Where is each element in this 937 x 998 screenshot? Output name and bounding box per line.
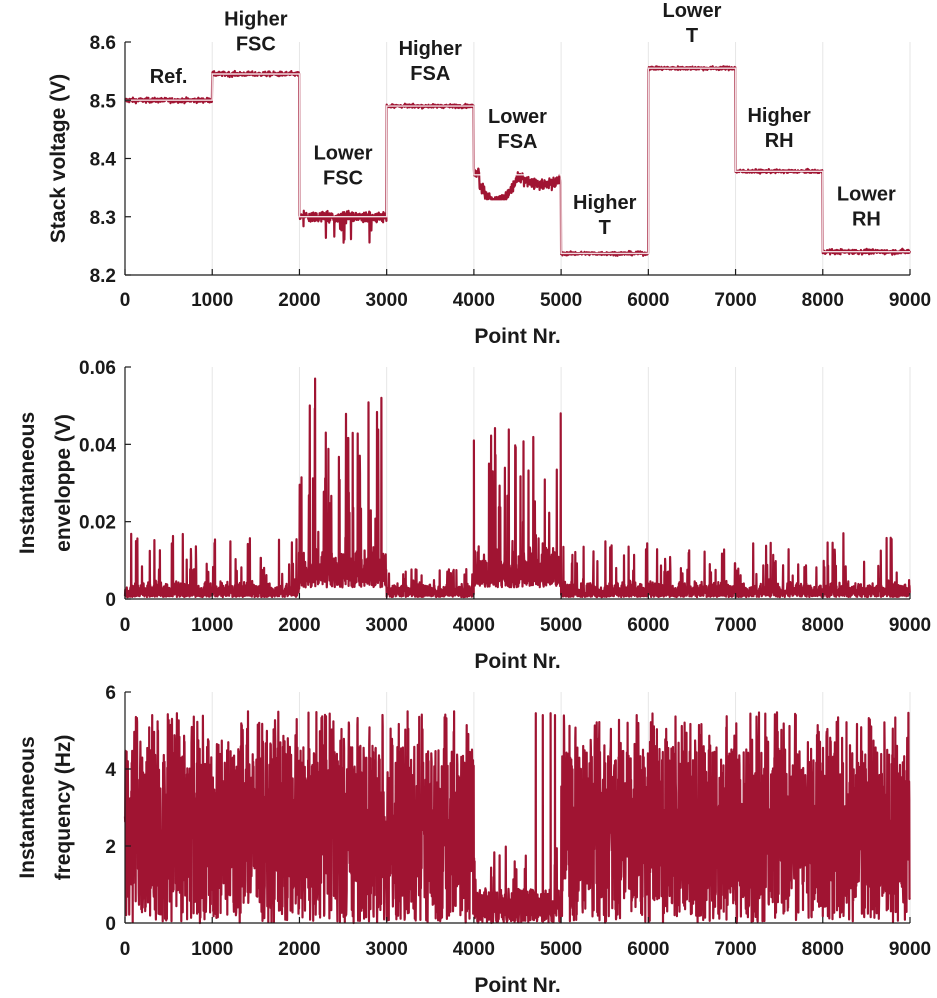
envelope-x-tick-label: 5000 (540, 615, 582, 636)
envelope-x-tick-label: 0 (120, 615, 131, 636)
frequency-y-axis-title-line: frequency (Hz) (52, 735, 75, 881)
frequency-y-tick-label: 6 (105, 683, 116, 704)
voltage-x-tick-label: 2000 (278, 290, 320, 311)
frequency-x-axis-title: Point Nr. (474, 974, 560, 997)
voltage-y-tick-label: 8.2 (90, 266, 116, 287)
condition-annotation-label: Ref. (150, 66, 188, 88)
envelope-x-tick-label: 3000 (366, 615, 408, 636)
voltage-x-tick-label: 7000 (714, 290, 756, 311)
voltage-x-tick-label: 5000 (540, 290, 582, 311)
condition-annotation-label: FSA (410, 63, 450, 85)
envelope-x-tick-label: 8000 (802, 615, 844, 636)
frequency-x-tick-label: 5000 (540, 939, 582, 960)
voltage-x-tick-label: 8000 (802, 290, 844, 311)
voltage-y-tick-label: 8.4 (90, 150, 117, 171)
condition-annotation-label: FSC (323, 168, 363, 190)
envelope-y-axis-title-line: enveloppe (V) (52, 414, 75, 552)
envelope-x-tick-label: 7000 (714, 615, 756, 636)
voltage-series-line (124, 65, 911, 257)
voltage-x-axis-title: Point Nr. (474, 325, 560, 348)
voltage-panel: 0 1000 2000 3000 4000 5000 6000 7000 8000 9000 8.2… (47, 0, 931, 348)
voltage-x-tick-label: 9000 (889, 290, 931, 311)
voltage-reference-step-line (125, 67, 910, 255)
envelope-y-tick-label: 0.06 (79, 358, 116, 379)
frequency-y-tick-label: 2 (105, 837, 116, 858)
condition-annotation-label: RH (765, 130, 794, 152)
envelope-x-tick-label: 6000 (627, 615, 669, 636)
frequency-x-tick-label: 4000 (453, 939, 495, 960)
condition-annotation-label: T (686, 25, 698, 47)
envelope-series-line (123, 377, 911, 599)
condition-annotation-label: RH (852, 208, 881, 230)
frequency-series-line (123, 710, 911, 925)
frequency-y-tick-label: 0 (105, 914, 116, 935)
envelope-x-tick-label: 4000 (453, 615, 495, 636)
condition-annotation-label: FSC (236, 34, 276, 56)
condition-annotation-label: T (599, 217, 611, 239)
frequency-y-axis-title-line: Instantaneous (16, 736, 39, 878)
envelope-y-tick-label: 0.04 (79, 435, 116, 456)
voltage-y-tick-label: 8.3 (90, 208, 116, 229)
frequency-x-tick-label: 9000 (889, 939, 931, 960)
frequency-x-tick-label: 7000 (714, 939, 756, 960)
frequency-x-tick-label: 0 (120, 939, 131, 960)
condition-annotation-label: Lower (314, 143, 373, 165)
condition-annotation-label: Lower (488, 106, 547, 128)
envelope-x-tick-label: 9000 (889, 615, 931, 636)
condition-annotation-label: Higher (747, 105, 811, 127)
frequency-x-tick-label: 8000 (802, 939, 844, 960)
frequency-y-tick-label: 4 (105, 760, 116, 781)
condition-annotation-label: Higher (224, 9, 288, 31)
condition-annotation-label: Higher (573, 192, 637, 214)
voltage-x-tick-label: 6000 (627, 290, 669, 311)
envelope-x-axis-title: Point Nr. (474, 650, 560, 673)
envelope-y-tick-label: 0.02 (79, 513, 116, 534)
frequency-x-tick-label: 6000 (627, 939, 669, 960)
envelope-x-tick-label: 2000 (278, 615, 320, 636)
voltage-y-tick-label: 8.5 (90, 91, 117, 112)
frequency-x-tick-label: 1000 (191, 939, 233, 960)
condition-annotation-label: Lower (662, 0, 721, 22)
voltage-x-tick-label: 3000 (366, 290, 408, 311)
condition-annotation-label: Lower (837, 183, 896, 205)
envelope-x-tick-label: 1000 (191, 615, 233, 636)
voltage-y-axis-title: Stack voltage (V) (47, 74, 70, 243)
condition-annotation-label: Higher (399, 38, 463, 60)
voltage-y-tick-label: 8.6 (90, 33, 116, 54)
condition-annotation-label: FSA (498, 131, 538, 153)
voltage-x-tick-label: 0 (120, 290, 131, 311)
envelope-y-axis-title-line: Instantaneous (16, 412, 39, 554)
frequency-panel: 0 1000 2000 3000 4000 5000 6000 7000 8000 9000 0 2 4… (16, 683, 931, 997)
frequency-x-tick-label: 2000 (278, 939, 320, 960)
envelope-panel: 0 1000 2000 3000 4000 5000 6000 7000 8000 9000 0 0.… (16, 358, 931, 673)
voltage-x-tick-label: 1000 (191, 290, 233, 311)
voltage-x-tick-label: 4000 (453, 290, 495, 311)
frequency-x-tick-label: 3000 (366, 939, 408, 960)
envelope-y-tick-label: 0 (105, 590, 116, 611)
